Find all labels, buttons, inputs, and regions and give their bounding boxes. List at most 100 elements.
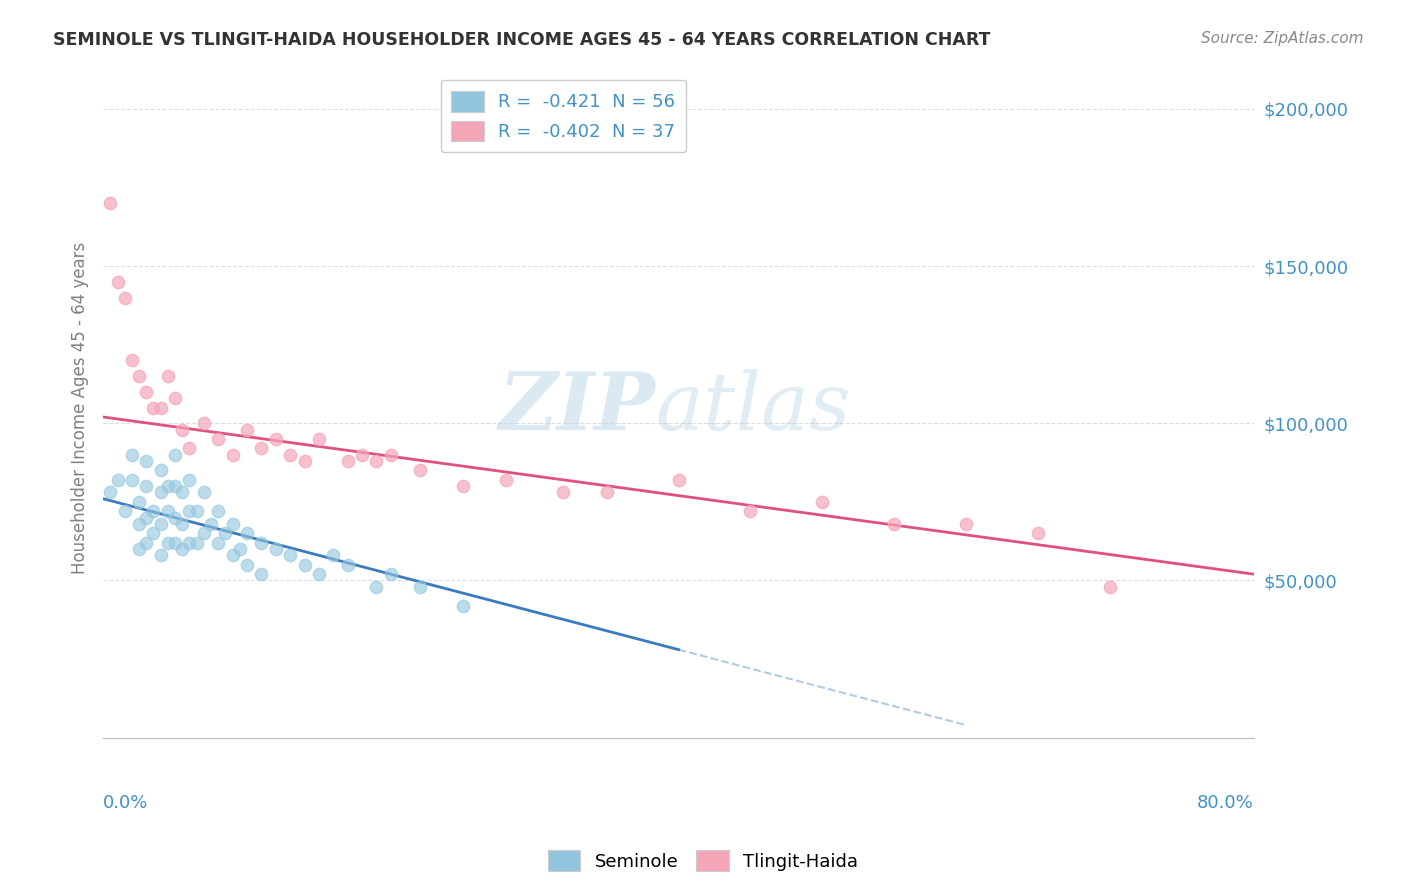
Point bbox=[156, 479, 179, 493]
Point bbox=[740, 504, 762, 518]
Text: 0.0%: 0.0% bbox=[103, 794, 149, 813]
Text: atlas: atlas bbox=[655, 368, 851, 446]
Point bbox=[553, 485, 575, 500]
Point bbox=[172, 423, 194, 437]
Point bbox=[595, 485, 617, 500]
Point bbox=[165, 535, 187, 549]
Point bbox=[172, 485, 194, 500]
Point bbox=[149, 401, 172, 415]
Point bbox=[236, 558, 259, 572]
Point bbox=[142, 504, 165, 518]
Point bbox=[186, 504, 208, 518]
Point bbox=[107, 275, 129, 289]
Point bbox=[207, 504, 229, 518]
Point bbox=[236, 526, 259, 541]
Point bbox=[250, 567, 273, 582]
Legend: R =  -0.421  N = 56, R =  -0.402  N = 37: R = -0.421 N = 56, R = -0.402 N = 37 bbox=[440, 80, 686, 153]
Text: Source: ZipAtlas.com: Source: ZipAtlas.com bbox=[1201, 31, 1364, 46]
Point bbox=[811, 495, 834, 509]
Point bbox=[278, 448, 301, 462]
Point bbox=[179, 442, 201, 456]
Point bbox=[165, 479, 187, 493]
Text: 80.0%: 80.0% bbox=[1198, 794, 1254, 813]
Point bbox=[121, 473, 143, 487]
Point bbox=[214, 526, 236, 541]
Point bbox=[278, 549, 301, 563]
Point bbox=[156, 369, 179, 384]
Point bbox=[135, 384, 157, 399]
Point bbox=[98, 196, 121, 211]
Point bbox=[156, 535, 179, 549]
Point bbox=[179, 535, 201, 549]
Point bbox=[451, 479, 474, 493]
Point bbox=[128, 542, 150, 557]
Point bbox=[135, 510, 157, 524]
Point bbox=[179, 473, 201, 487]
Point bbox=[322, 549, 344, 563]
Point bbox=[128, 516, 150, 531]
Point bbox=[408, 580, 430, 594]
Point bbox=[193, 485, 215, 500]
Point bbox=[172, 542, 194, 557]
Point bbox=[883, 516, 905, 531]
Point bbox=[172, 516, 194, 531]
Point bbox=[98, 485, 121, 500]
Point bbox=[264, 542, 287, 557]
Point bbox=[451, 599, 474, 613]
Point bbox=[149, 463, 172, 477]
Point bbox=[128, 495, 150, 509]
Point bbox=[668, 473, 690, 487]
Text: SEMINOLE VS TLINGIT-HAIDA HOUSEHOLDER INCOME AGES 45 - 64 YEARS CORRELATION CHAR: SEMINOLE VS TLINGIT-HAIDA HOUSEHOLDER IN… bbox=[53, 31, 991, 49]
Legend: Seminole, Tlingit-Haida: Seminole, Tlingit-Haida bbox=[540, 843, 866, 879]
Point bbox=[408, 463, 430, 477]
Point bbox=[135, 479, 157, 493]
Point bbox=[200, 516, 222, 531]
Text: ZIP: ZIP bbox=[499, 368, 655, 446]
Point bbox=[149, 516, 172, 531]
Point bbox=[121, 353, 143, 368]
Point bbox=[294, 454, 316, 468]
Point bbox=[308, 567, 330, 582]
Point bbox=[264, 432, 287, 446]
Point bbox=[366, 580, 388, 594]
Point bbox=[1099, 580, 1122, 594]
Point bbox=[207, 535, 229, 549]
Point bbox=[114, 504, 136, 518]
Point bbox=[121, 448, 143, 462]
Point bbox=[149, 485, 172, 500]
Point bbox=[114, 291, 136, 305]
Point bbox=[142, 526, 165, 541]
Point bbox=[149, 549, 172, 563]
Point bbox=[179, 504, 201, 518]
Point bbox=[165, 448, 187, 462]
Point bbox=[165, 510, 187, 524]
Point bbox=[107, 473, 129, 487]
Point bbox=[165, 391, 187, 405]
Point bbox=[193, 417, 215, 431]
Point bbox=[495, 473, 517, 487]
Point bbox=[294, 558, 316, 572]
Point bbox=[336, 558, 359, 572]
Point bbox=[186, 535, 208, 549]
Point bbox=[193, 526, 215, 541]
Point bbox=[221, 448, 243, 462]
Point bbox=[380, 567, 402, 582]
Point bbox=[352, 448, 374, 462]
Point bbox=[955, 516, 977, 531]
Point bbox=[250, 442, 273, 456]
Point bbox=[128, 369, 150, 384]
Point bbox=[336, 454, 359, 468]
Point bbox=[1026, 526, 1049, 541]
Point bbox=[250, 535, 273, 549]
Point bbox=[366, 454, 388, 468]
Point bbox=[221, 516, 243, 531]
Point bbox=[207, 432, 229, 446]
Point bbox=[236, 423, 259, 437]
Point bbox=[135, 535, 157, 549]
Point bbox=[380, 448, 402, 462]
Y-axis label: Householder Income Ages 45 - 64 years: Householder Income Ages 45 - 64 years bbox=[72, 242, 89, 574]
Point bbox=[142, 401, 165, 415]
Point bbox=[308, 432, 330, 446]
Point bbox=[221, 549, 243, 563]
Point bbox=[156, 504, 179, 518]
